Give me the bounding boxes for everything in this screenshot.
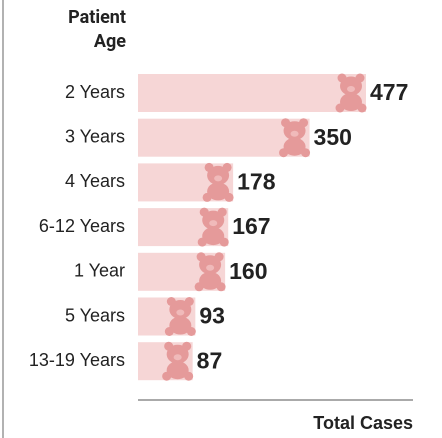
bear-body [202, 227, 225, 246]
bear-snout [209, 220, 218, 227]
bear-body [340, 93, 362, 111]
bear-paw [197, 237, 207, 247]
category-label: 5 Years [65, 305, 125, 325]
bear-body [166, 361, 189, 380]
category-label: 6-12 Years [39, 216, 125, 236]
bear-icon [194, 252, 226, 292]
value-label: 87 [197, 347, 223, 373]
bear-body [169, 316, 192, 335]
bear-snout [214, 175, 223, 182]
bear-paw [216, 282, 226, 292]
bear-paw [194, 282, 204, 292]
bear-snout [176, 309, 185, 316]
bear-snout [206, 264, 215, 271]
bear-snout [347, 86, 355, 92]
bear-paw [164, 327, 174, 336]
x-axis-title: Total Cases [313, 413, 413, 433]
bear-paw [279, 148, 289, 158]
bear-snout [173, 354, 182, 361]
bear-paw [184, 371, 194, 381]
category-label: 2 Years [65, 82, 125, 102]
bear-icon [335, 73, 367, 113]
bear-paw [301, 148, 311, 158]
category-label: 1 Year [74, 261, 125, 281]
bear-paw [224, 192, 234, 202]
bear-body [283, 137, 306, 156]
bear-icon [197, 207, 229, 247]
bear-icon [162, 341, 194, 381]
bear-icon [164, 297, 196, 336]
bear-snout [290, 130, 299, 137]
bear-icon [279, 118, 311, 158]
bear-paw [186, 327, 196, 336]
bar [138, 74, 366, 112]
bear-paw [202, 192, 212, 202]
value-label: 160 [229, 258, 267, 284]
bear-paw [357, 103, 367, 113]
bear-body [199, 271, 222, 290]
value-label: 93 [199, 303, 225, 329]
value-label: 167 [232, 213, 270, 239]
value-label: 350 [314, 124, 352, 150]
bear-paw [335, 103, 345, 113]
category-label: 4 Years [65, 171, 125, 191]
y-axis-title: Patient Age [68, 7, 126, 52]
value-label: 178 [237, 168, 276, 194]
bear-paw [162, 371, 172, 381]
bear-paw [219, 237, 229, 247]
category-label: 13-19 Years [29, 350, 125, 370]
bear-body [207, 182, 230, 201]
bear-icon [202, 162, 234, 202]
category-label: 3 Years [65, 126, 125, 146]
value-label: 477 [370, 79, 408, 105]
